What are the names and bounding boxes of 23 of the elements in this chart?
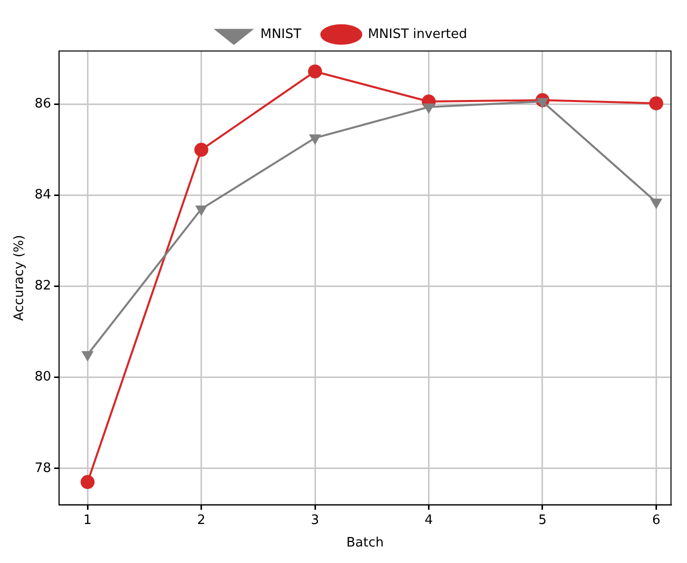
point [82,351,93,361]
y-tick-label: 84 [34,188,52,203]
y-tick-label: 82 [34,278,52,294]
point [196,205,207,215]
point [194,142,208,157]
point [423,103,434,113]
y-tick-label: 78 [34,460,52,476]
y-axis-title: Accuracy (%) [12,234,28,321]
legend-label: MNIST [260,26,302,42]
point [649,96,664,110]
x-tick-label: 5 [538,512,547,528]
x-tick-label: 4 [424,512,433,528]
x-tick-label: 3 [310,512,320,528]
point [650,198,662,208]
y-tick-label: 86 [34,96,52,112]
y-tick-label: 80 [34,370,52,385]
point [308,64,322,78]
point [310,134,320,144]
x-tick-label: 1 [83,512,92,528]
legend-label: MNIST inverted [368,26,468,42]
x-tick-label: 6 [652,512,660,528]
x-axis-title: Batch [346,536,384,551]
x-tick-label: 2 [197,512,206,528]
